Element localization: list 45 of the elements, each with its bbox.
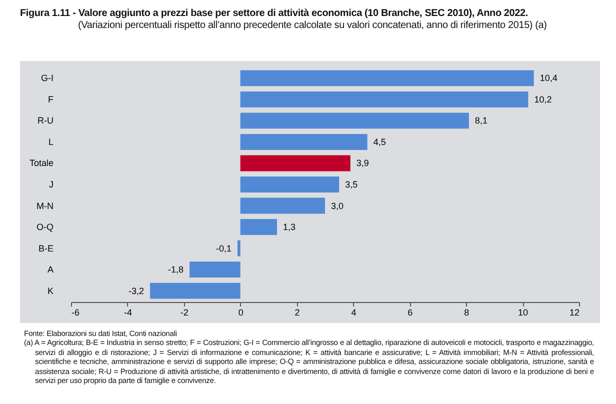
data-label: 4,5 <box>373 136 386 147</box>
data-label: -0,1 <box>216 243 232 254</box>
x-tick-label: -6 <box>72 308 80 318</box>
y-tick-label: Totale <box>29 158 54 168</box>
y-tick-label: A <box>47 264 54 275</box>
bar <box>240 134 368 150</box>
bar <box>150 282 240 299</box>
x-tick-label: 2 <box>294 308 300 318</box>
data-label: -3,2 <box>128 286 144 296</box>
x-tick-label: 10 <box>518 308 528 318</box>
y-tick-label: L <box>48 136 54 147</box>
x-tick-label: -4 <box>124 308 132 318</box>
y-tick-label: G-I <box>41 73 54 84</box>
x-tick-label: 0 <box>238 308 244 318</box>
bar <box>240 91 528 108</box>
y-tick-label: F <box>48 94 54 104</box>
y-tick-label: K <box>47 286 54 296</box>
bar <box>240 112 469 129</box>
bar <box>240 198 325 214</box>
x-tick-label: 12 <box>569 308 580 318</box>
data-label: -1,8 <box>168 264 184 275</box>
bar <box>238 240 240 256</box>
x-tick-label: 8 <box>464 308 470 318</box>
bar <box>240 219 278 236</box>
data-label: 3,5 <box>345 180 358 190</box>
data-label: 8,1 <box>474 116 488 126</box>
chart-subtitle: (Variazioni percentuali rispetto all’anno precedente calcolate su valori concatenati, anno di riferimento 2015) (a) <box>77 20 548 32</box>
x-tick-label: 4 <box>351 308 356 318</box>
data-label: 3,0 <box>331 200 344 211</box>
data-label: 10,4 <box>540 73 558 84</box>
x-tick-label: -2 <box>180 308 188 318</box>
x-tick-label: 6 <box>408 308 413 318</box>
y-tick-label: B-E <box>38 243 54 254</box>
y-tick-label: M-N <box>36 200 54 211</box>
data-label: 10,2 <box>534 94 552 104</box>
data-label: 3,9 <box>356 158 369 168</box>
y-tick-label: O-Q <box>36 222 54 232</box>
bar <box>240 70 534 86</box>
bar <box>240 176 340 192</box>
y-tick-label: J <box>49 180 54 190</box>
bar <box>240 155 350 172</box>
data-label: 1,3 <box>283 222 296 232</box>
bar <box>190 262 240 278</box>
chart-title: Figura 1.11 - Valore aggiunto a prezzi base per settore di attività economica (10 Branche, SEC 2010), Anno 2022. <box>20 8 529 20</box>
y-tick-label: R-U <box>38 116 54 126</box>
